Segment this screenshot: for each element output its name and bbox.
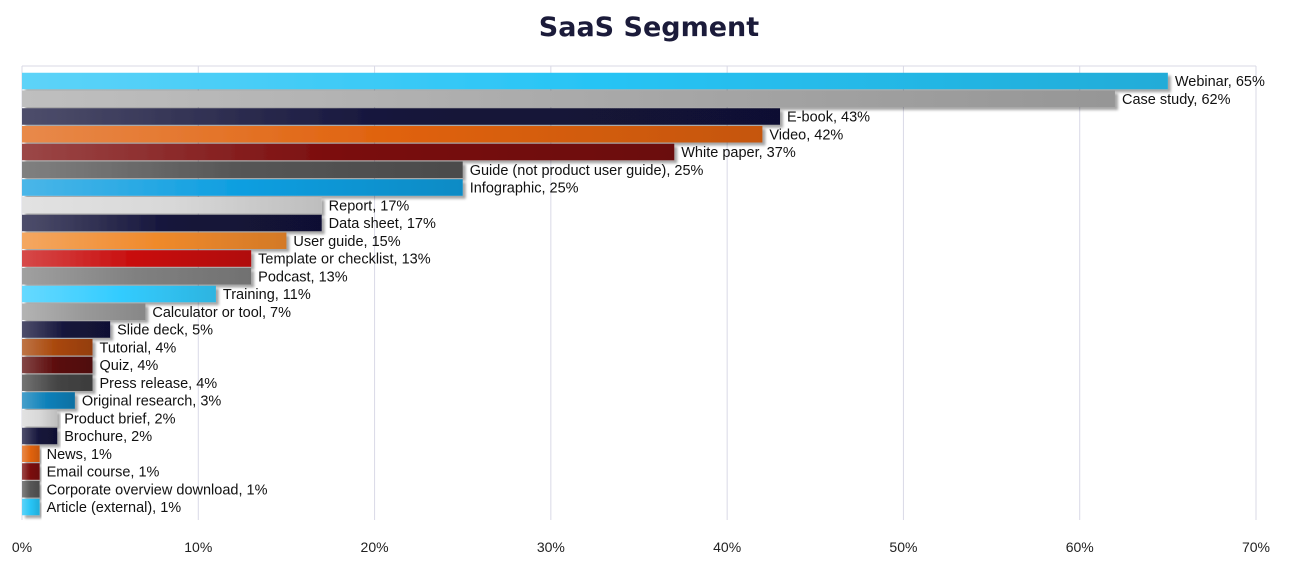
bar xyxy=(22,250,252,267)
data-label: Quiz, 4% xyxy=(100,358,159,374)
bar xyxy=(22,374,93,391)
data-label: Template or checklist, 13% xyxy=(258,252,431,268)
data-label: User guide, 15% xyxy=(293,234,400,250)
x-tick-label: 70% xyxy=(1242,539,1270,555)
data-label: Email course, 1% xyxy=(47,465,160,481)
x-tick-label: 20% xyxy=(361,539,389,555)
bar xyxy=(22,197,322,214)
bar xyxy=(22,161,463,178)
chart-title: SaaS Segment xyxy=(538,12,760,43)
bar xyxy=(22,321,111,338)
bar xyxy=(22,339,93,356)
data-label: Webinar, 65% xyxy=(1175,74,1265,90)
x-tick-label: 60% xyxy=(1066,539,1094,555)
bar xyxy=(22,268,252,285)
data-label: Case study, 62% xyxy=(1122,92,1231,108)
bar xyxy=(22,463,40,480)
x-tick-label: 40% xyxy=(713,539,741,555)
bar xyxy=(22,303,146,320)
bar xyxy=(22,126,763,143)
bar xyxy=(22,392,75,409)
data-label: Infographic, 25% xyxy=(470,181,579,197)
bar xyxy=(22,356,93,374)
data-label: Training, 11% xyxy=(223,287,311,303)
bar xyxy=(22,143,675,161)
bar xyxy=(22,445,40,462)
bar xyxy=(22,214,322,232)
bar xyxy=(22,481,40,498)
bar xyxy=(22,108,781,125)
bar xyxy=(22,232,287,249)
bar xyxy=(22,427,58,445)
data-label: Tutorial, 4% xyxy=(100,340,177,356)
data-label: Product brief, 2% xyxy=(64,411,175,427)
data-label: Article (external), 1% xyxy=(47,500,182,516)
data-label: Press release, 4% xyxy=(100,376,218,392)
bar xyxy=(22,90,1115,107)
data-label: Slide deck, 5% xyxy=(117,323,213,339)
data-label: Guide (not product user guide), 25% xyxy=(470,163,704,179)
data-label: Brochure, 2% xyxy=(64,429,152,445)
x-tick-label: 50% xyxy=(889,539,917,555)
data-label: News, 1% xyxy=(47,447,112,463)
bar xyxy=(22,72,1168,90)
bar xyxy=(22,410,58,427)
x-tick-label: 0% xyxy=(12,539,32,555)
data-label: Corporate overview download, 1% xyxy=(47,482,268,498)
bar xyxy=(22,285,216,303)
bar xyxy=(22,179,463,196)
data-label: Data sheet, 17% xyxy=(329,216,436,232)
bars xyxy=(22,72,1168,516)
data-label: E-book, 43% xyxy=(787,110,870,126)
data-label: Original research, 3% xyxy=(82,394,222,410)
data-labels: Webinar, 65% Case study, 62% E-book, 43%Vi… xyxy=(47,74,1265,516)
data-label: Video, 42% xyxy=(769,127,843,143)
bar xyxy=(22,498,40,516)
data-label: White paper, 37% xyxy=(681,145,796,161)
data-label: Report, 17% xyxy=(329,198,410,214)
x-axis-ticks: 0% 10% 20% 30% 40% 50% 60% 70% xyxy=(12,539,1270,555)
x-tick-label: 10% xyxy=(184,539,212,555)
x-tick-label: 30% xyxy=(537,539,565,555)
data-label: Calculator or tool, 7% xyxy=(152,305,291,321)
data-label: Podcast, 13% xyxy=(258,269,348,285)
